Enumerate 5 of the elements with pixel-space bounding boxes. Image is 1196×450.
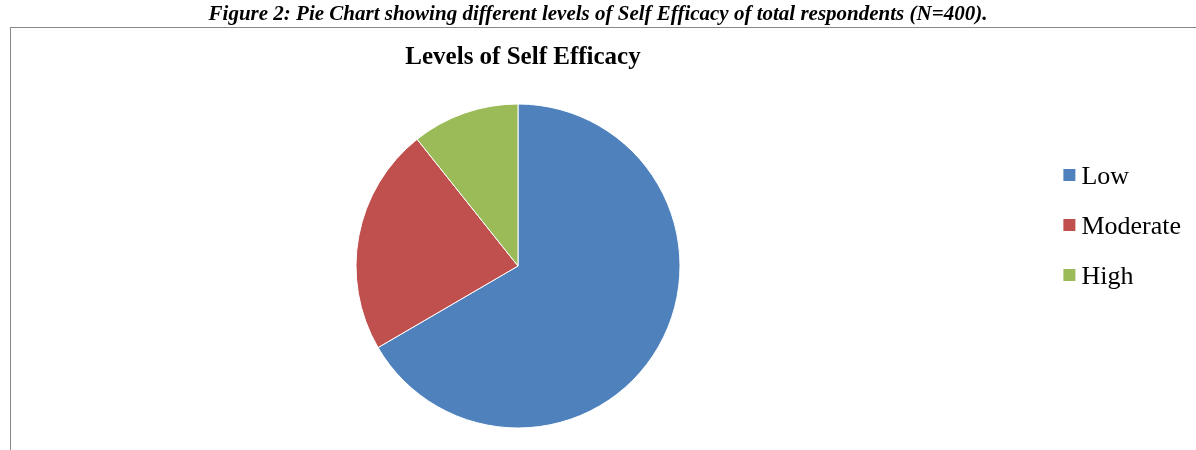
legend-label: Moderate — [1081, 210, 1181, 240]
chart-title: Levels of Self Efficacy — [405, 42, 642, 69]
legend-label: Low — [1081, 160, 1130, 190]
legend-label: High — [1081, 260, 1134, 290]
caption: Figure 2: Pie Chart showing different levels of Self Efficacy of total respondents (N=400). — [207, 0, 989, 26]
